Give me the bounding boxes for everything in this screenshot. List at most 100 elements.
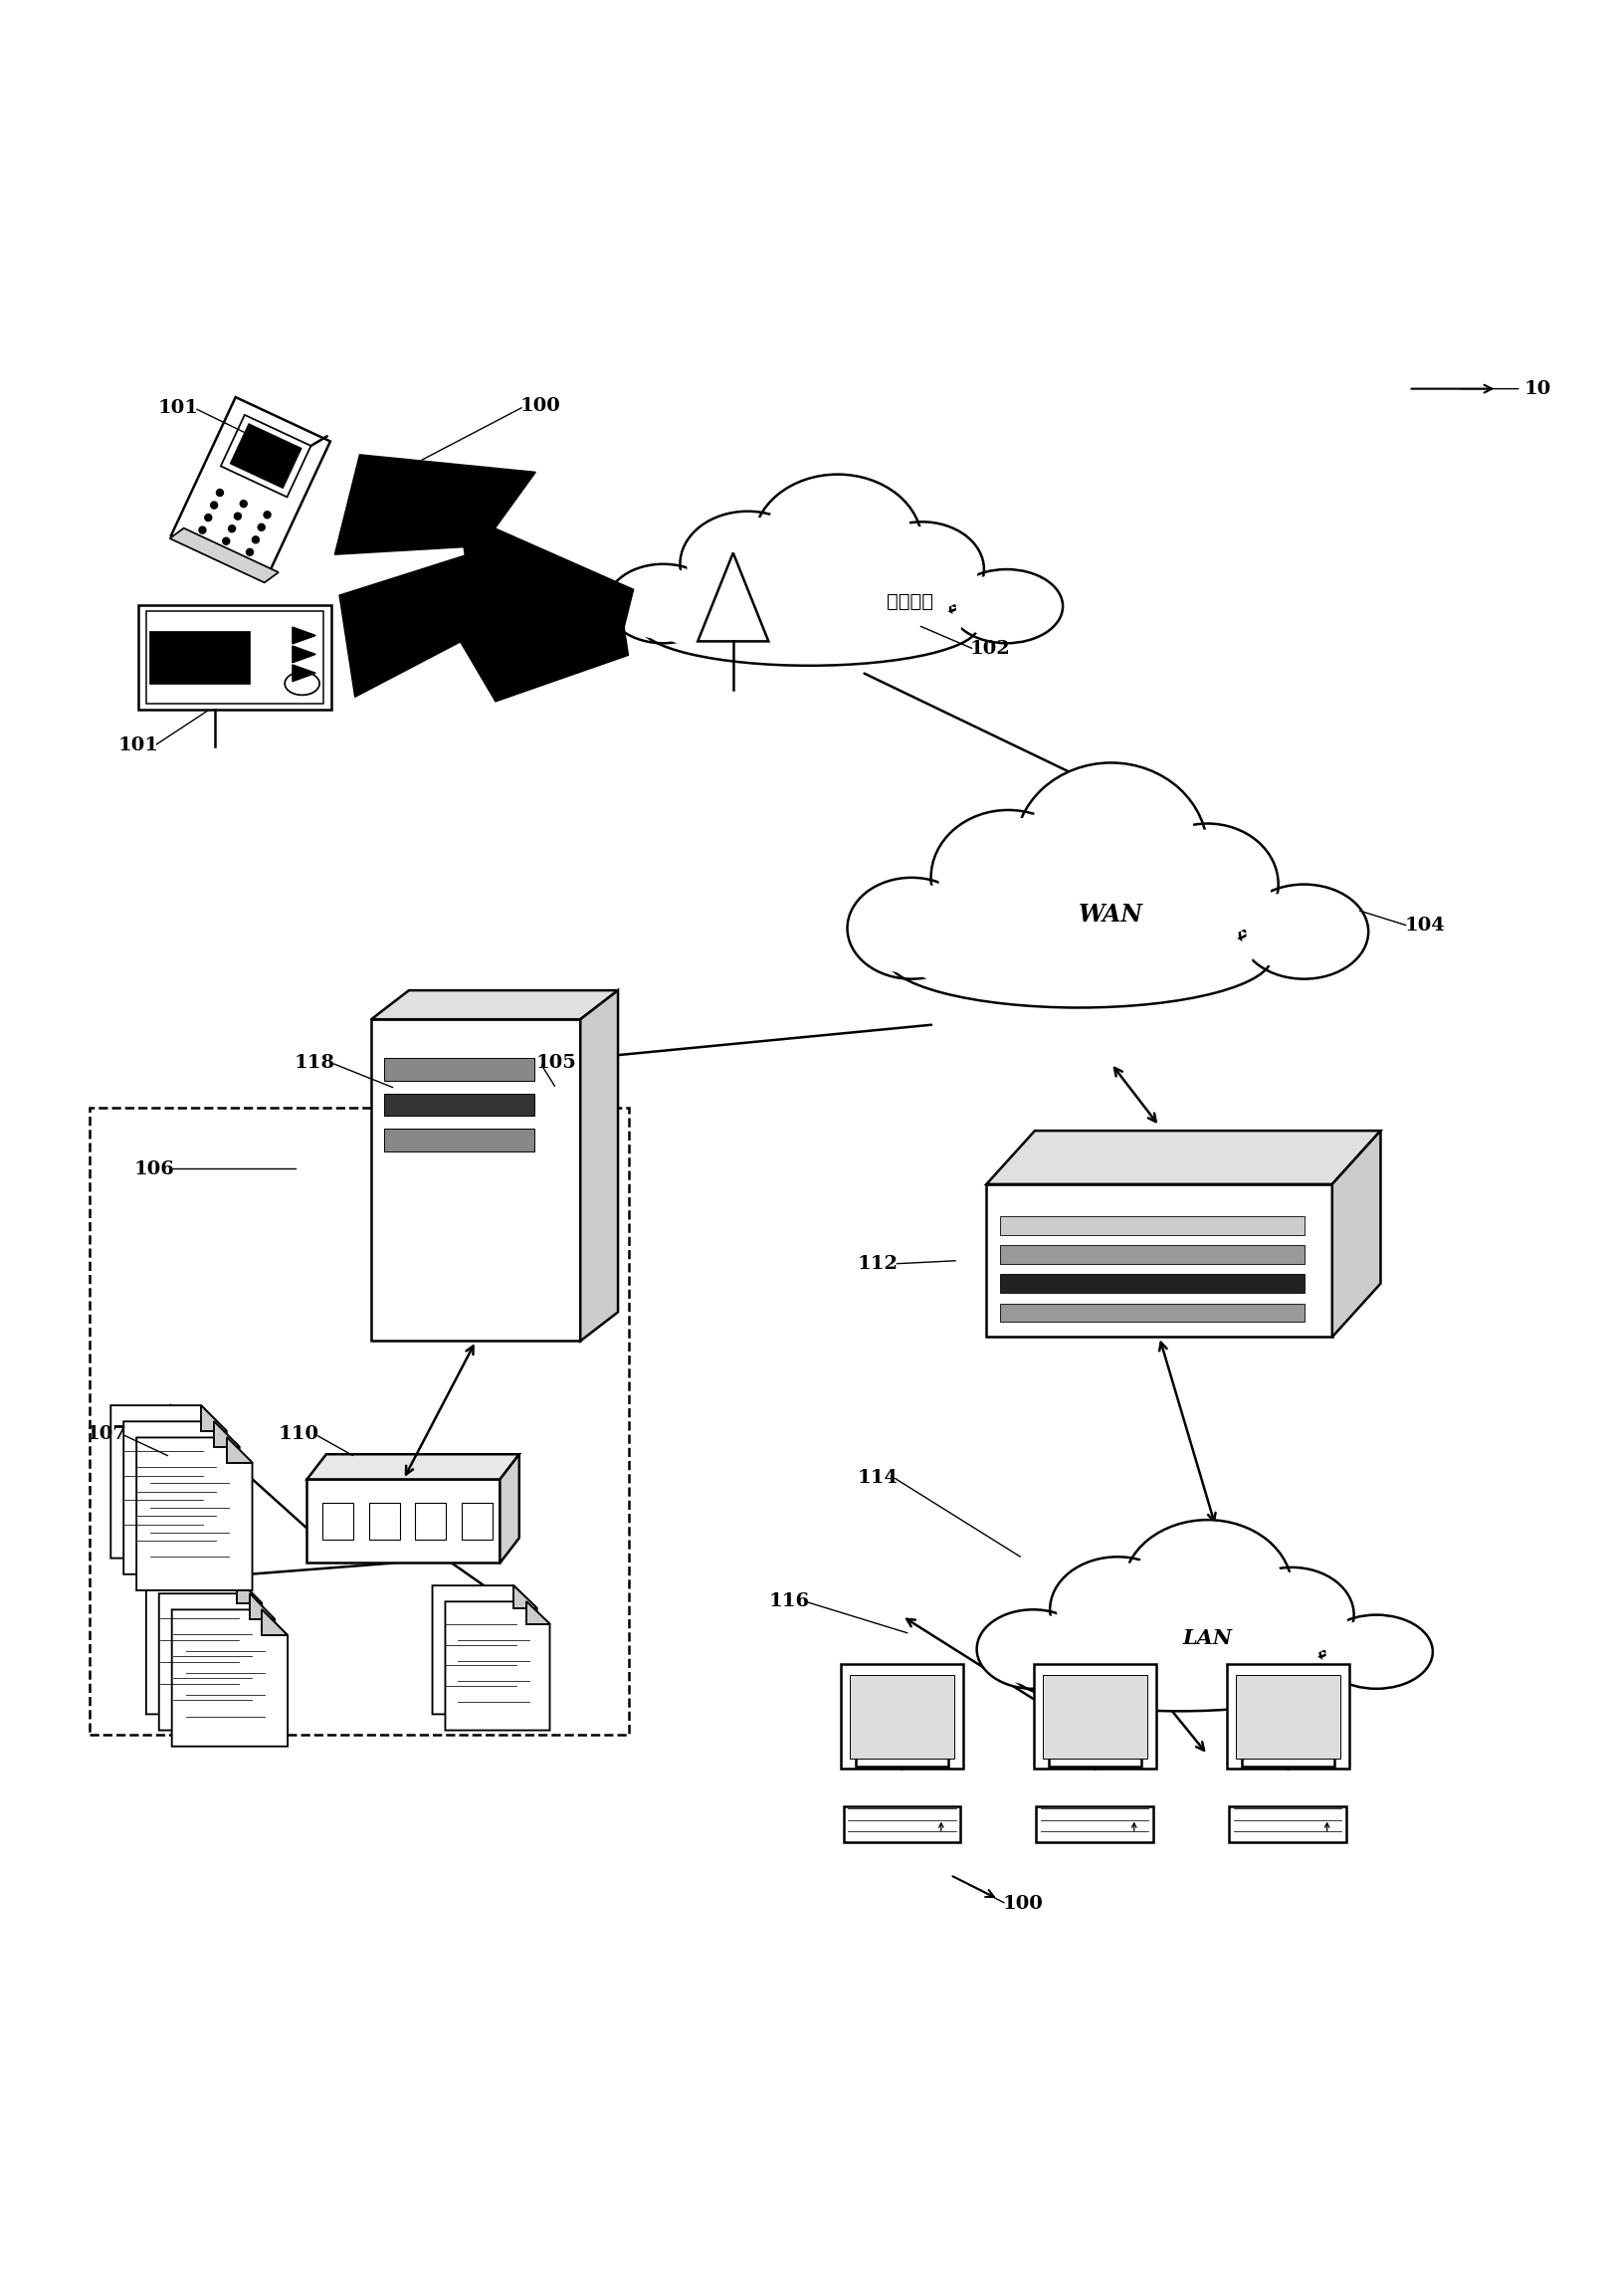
Bar (1000, 1304, 1305, 1322)
Polygon shape (432, 1587, 536, 1715)
Ellipse shape (1123, 1520, 1292, 1658)
Bar (849, 1674, 955, 1759)
Polygon shape (499, 1453, 519, 1564)
Polygon shape (237, 1577, 263, 1603)
Polygon shape (445, 1603, 549, 1731)
Circle shape (227, 523, 237, 533)
Bar (1049, 1754, 1142, 1766)
Text: LAN: LAN (1182, 1628, 1232, 1649)
Bar (1242, 1754, 1334, 1766)
Text: 100: 100 (520, 397, 561, 416)
Bar (1042, 1674, 1147, 1759)
Ellipse shape (657, 590, 962, 661)
Ellipse shape (854, 882, 970, 974)
Bar (416, 1504, 446, 1541)
Bar (1229, 1807, 1347, 1841)
Ellipse shape (931, 810, 1086, 946)
Ellipse shape (847, 877, 976, 978)
Polygon shape (137, 1437, 253, 1591)
Polygon shape (111, 1405, 227, 1559)
Text: 105: 105 (536, 1054, 577, 1072)
Bar (986, 1185, 1332, 1336)
Ellipse shape (983, 1614, 1084, 1685)
Bar (90, 1107, 628, 1736)
Circle shape (251, 535, 259, 544)
Text: 118: 118 (295, 1054, 335, 1072)
Ellipse shape (1326, 1619, 1427, 1685)
Polygon shape (698, 553, 768, 641)
Polygon shape (171, 397, 330, 581)
Text: 114: 114 (857, 1469, 899, 1488)
Ellipse shape (1057, 1561, 1178, 1658)
Ellipse shape (612, 567, 714, 638)
Text: 107: 107 (85, 1426, 126, 1444)
Text: 112: 112 (857, 1256, 899, 1272)
Ellipse shape (1137, 824, 1278, 946)
Text: 无线网络: 无线网络 (886, 592, 933, 611)
Polygon shape (514, 1587, 536, 1609)
Text: 110: 110 (279, 1426, 319, 1444)
Ellipse shape (1050, 1557, 1186, 1662)
Polygon shape (159, 1593, 275, 1731)
Polygon shape (293, 666, 316, 682)
Bar (461, 1504, 493, 1541)
Circle shape (240, 501, 248, 507)
Polygon shape (250, 1593, 275, 1619)
Ellipse shape (886, 907, 1273, 1008)
Bar (383, 1058, 535, 1081)
Polygon shape (227, 1437, 253, 1463)
Bar (139, 606, 332, 709)
Circle shape (205, 514, 213, 521)
Polygon shape (230, 422, 301, 489)
Ellipse shape (754, 475, 921, 611)
Bar (1034, 1665, 1157, 1768)
Polygon shape (308, 1453, 519, 1479)
Text: 101: 101 (118, 737, 158, 755)
Polygon shape (124, 1421, 240, 1575)
Polygon shape (147, 1577, 263, 1715)
Circle shape (245, 549, 255, 556)
Bar (1000, 1217, 1305, 1235)
Circle shape (234, 512, 242, 521)
Text: WAN: WAN (1079, 902, 1144, 928)
Ellipse shape (1028, 1637, 1331, 1708)
Polygon shape (172, 1609, 288, 1747)
Bar (147, 611, 324, 703)
Bar (1000, 1244, 1305, 1263)
Circle shape (216, 489, 224, 496)
Ellipse shape (686, 517, 809, 611)
Polygon shape (371, 990, 619, 1019)
Text: 102: 102 (970, 641, 1010, 659)
Polygon shape (221, 416, 311, 496)
Circle shape (209, 501, 217, 510)
Ellipse shape (1144, 829, 1271, 939)
Ellipse shape (955, 574, 1057, 641)
Circle shape (198, 526, 206, 535)
Ellipse shape (1131, 1527, 1284, 1651)
Polygon shape (335, 455, 633, 627)
Polygon shape (201, 1405, 227, 1430)
Bar (1036, 1807, 1153, 1841)
Polygon shape (293, 627, 316, 643)
Bar (322, 1504, 353, 1541)
Ellipse shape (285, 673, 319, 696)
Ellipse shape (1319, 1614, 1432, 1690)
Ellipse shape (1010, 1632, 1348, 1711)
Ellipse shape (1015, 762, 1208, 939)
Text: 116: 116 (768, 1593, 810, 1609)
Bar (1228, 1665, 1348, 1768)
Circle shape (263, 510, 271, 519)
Bar (308, 1479, 499, 1564)
Ellipse shape (680, 512, 815, 618)
Bar (855, 1754, 949, 1766)
Bar (383, 1130, 535, 1150)
Bar (150, 631, 250, 684)
Polygon shape (293, 645, 316, 664)
Bar (1000, 1274, 1305, 1293)
Ellipse shape (976, 1609, 1089, 1690)
Polygon shape (527, 1603, 549, 1626)
Polygon shape (214, 1421, 240, 1446)
Ellipse shape (1240, 884, 1368, 978)
Polygon shape (169, 528, 279, 583)
Text: 101: 101 (158, 400, 198, 418)
